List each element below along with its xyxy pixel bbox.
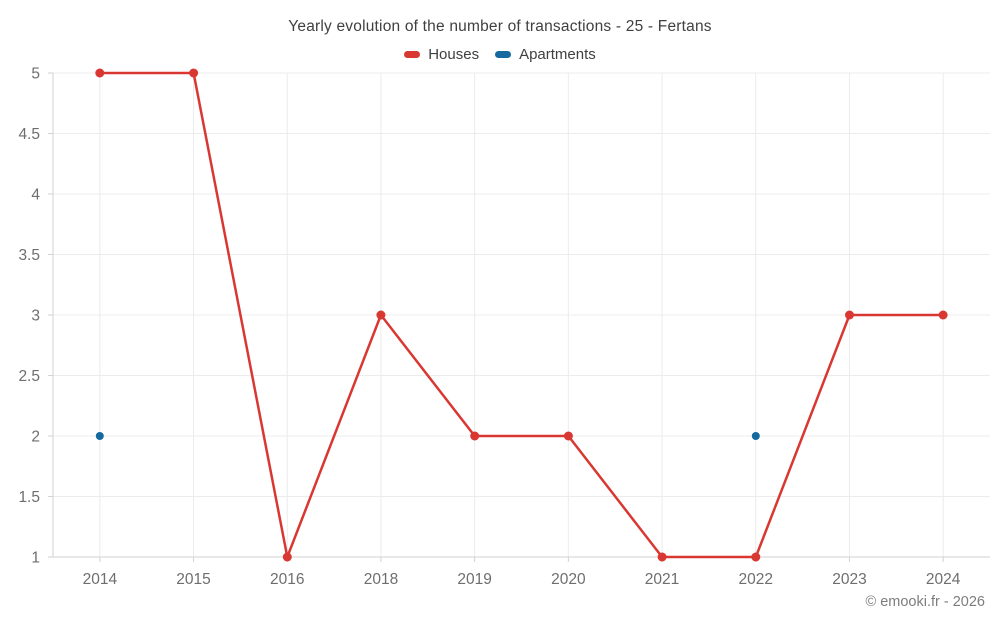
y-tick-label: 5 <box>31 66 40 83</box>
y-tick-label: 4.5 <box>18 126 40 143</box>
y-tick-label: 3 <box>31 308 40 325</box>
x-tick-label: 2016 <box>270 571 304 588</box>
chart-title: Yearly evolution of the number of transa… <box>288 18 712 35</box>
x-tick-label: 2014 <box>83 571 118 588</box>
y-tick-label: 2.5 <box>18 368 40 385</box>
x-tick-label: 2023 <box>832 571 866 588</box>
x-tick-label: 2018 <box>364 571 398 588</box>
series-line-houses <box>98 71 945 559</box>
data-point-houses-2019 <box>470 431 480 441</box>
data-point-houses-2024 <box>938 310 948 320</box>
houses-swatch-icon <box>404 51 421 58</box>
data-point-houses-2022 <box>751 552 761 562</box>
data-point-houses-2016 <box>282 552 292 562</box>
y-tick-label: 4 <box>31 187 40 204</box>
x-tick-label: 2021 <box>645 571 679 588</box>
x-tick-label: 2024 <box>926 571 961 588</box>
footer-credit: © emooki.fr - 2026 <box>865 594 985 610</box>
legend-label-apartments: Apartments <box>519 46 596 63</box>
data-point-houses-2018 <box>376 310 386 320</box>
x-tick-label: 2019 <box>457 571 491 588</box>
legend-item-houses[interactable]: Houses <box>404 46 479 63</box>
y-tick-label: 3.5 <box>18 247 40 264</box>
y-tick-label: 1.5 <box>18 489 40 506</box>
data-point-houses-2020 <box>563 431 573 441</box>
chart-legend: Houses Apartments <box>0 46 1000 63</box>
y-tick-label: 1 <box>31 550 40 567</box>
apartments-swatch-icon <box>495 51 512 58</box>
x-tick-label: 2020 <box>551 571 586 588</box>
x-tick-label: 2022 <box>739 571 773 588</box>
x-tick-label: 2015 <box>176 571 210 588</box>
data-point-houses-2023 <box>845 310 854 320</box>
legend-item-apartments[interactable]: Apartments <box>495 46 596 63</box>
data-point-houses-2014 <box>95 68 105 78</box>
data-point-houses-2021 <box>657 552 667 562</box>
data-point-apartments-2022 <box>751 432 760 440</box>
y-tick-label: 2 <box>31 429 40 446</box>
data-point-apartments-2014 <box>95 432 104 440</box>
data-point-houses-2015 <box>189 68 199 78</box>
legend-label-houses: Houses <box>428 46 480 63</box>
